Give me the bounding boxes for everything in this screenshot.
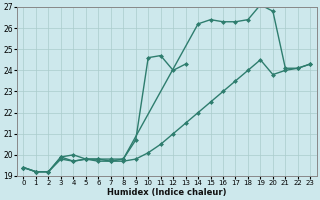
X-axis label: Humidex (Indice chaleur): Humidex (Indice chaleur) (107, 188, 227, 197)
